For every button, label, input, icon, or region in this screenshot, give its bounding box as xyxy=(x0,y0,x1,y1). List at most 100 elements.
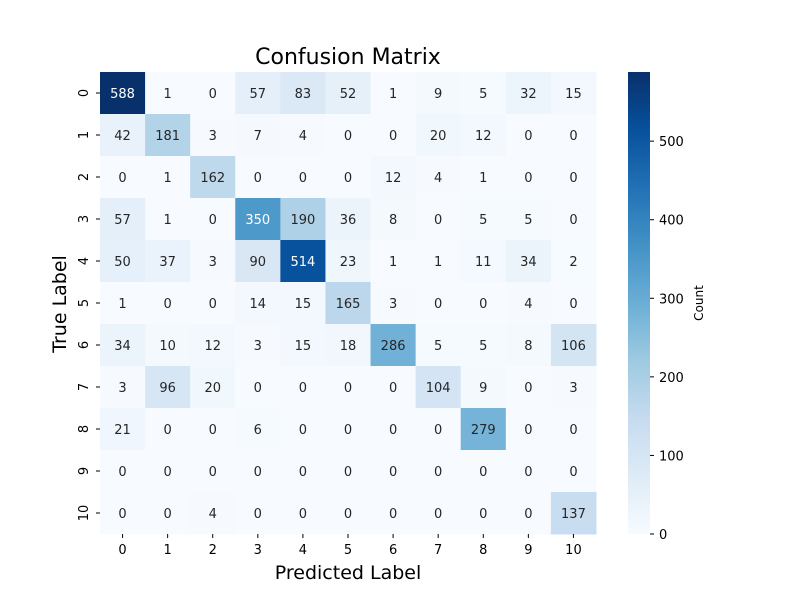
heatmap-cell xyxy=(505,72,552,115)
cell-value-label: 15 xyxy=(295,297,312,312)
heatmap-cell xyxy=(190,282,236,325)
heatmap-cell xyxy=(235,156,281,199)
cell-value-label: 42 xyxy=(114,129,131,144)
cell-value-label: 0 xyxy=(434,213,442,228)
heatmap-cell xyxy=(100,114,146,157)
heatmap-cell xyxy=(415,366,462,409)
cell-value-label: 96 xyxy=(159,381,176,396)
heatmap-cell xyxy=(505,114,552,157)
heatmap-cell xyxy=(190,114,236,157)
cell-value-label: 4 xyxy=(299,129,307,144)
heatmap-cell xyxy=(370,492,417,535)
x-tick-label: 2 xyxy=(209,543,217,558)
cell-value-label: 0 xyxy=(299,171,307,186)
cell-value-label: 20 xyxy=(204,381,221,396)
cell-value-label: 0 xyxy=(569,297,577,312)
cell-value-label: 9 xyxy=(434,87,442,102)
heatmap-cell xyxy=(505,492,552,535)
cell-value-label: 57 xyxy=(250,87,267,102)
heatmap-cell xyxy=(325,408,372,451)
heatmap-cell xyxy=(505,282,552,325)
heatmap-cell xyxy=(370,72,417,115)
heatmap-cell xyxy=(415,114,462,157)
heatmap-cell xyxy=(415,408,462,451)
heatmap-cell xyxy=(100,240,146,283)
heatmap-cell xyxy=(415,198,462,241)
cell-value-label: 3 xyxy=(209,255,217,270)
heatmap-cell xyxy=(235,450,281,493)
x-axis-label: Predicted Label xyxy=(275,562,422,584)
heatmap-cell xyxy=(550,324,597,367)
heatmap-cell xyxy=(100,366,146,409)
cell-value-label: 0 xyxy=(344,465,352,480)
cell-value-label: 50 xyxy=(114,255,131,270)
heatmap-cell xyxy=(505,366,552,409)
cell-value-label: 0 xyxy=(569,423,577,438)
cell-value-label: 0 xyxy=(254,171,262,186)
heatmap-cell xyxy=(190,450,236,493)
heatmap-cell xyxy=(325,450,372,493)
heatmap-cell xyxy=(325,198,372,241)
y-axis: 0 1 2 3 4 5 6 7 8 9 10 xyxy=(77,89,100,521)
cell-value-label: 1 xyxy=(163,213,171,228)
heatmap-cell xyxy=(460,366,507,409)
heatmap-cell xyxy=(100,408,146,451)
cell-value-label: 137 xyxy=(561,507,586,522)
heatmap-cell xyxy=(190,240,236,283)
cell-value-label: 0 xyxy=(569,129,577,144)
heatmap-cell xyxy=(145,156,191,199)
cell-value-label: 32 xyxy=(520,87,537,102)
heatmap-cell xyxy=(190,156,236,199)
heatmap-cell xyxy=(235,198,281,241)
heatmap-cell xyxy=(415,450,462,493)
heatmap-cell xyxy=(370,240,417,283)
x-tick-label: 4 xyxy=(299,543,307,558)
y-tick-label: 10 xyxy=(77,505,92,522)
heatmap-cell xyxy=(235,366,281,409)
heatmap-cell xyxy=(460,492,507,535)
heatmap-cell xyxy=(235,492,281,535)
cell-value-label: 7 xyxy=(254,129,262,144)
cell-value-label: 279 xyxy=(471,423,496,438)
cell-value-label: 0 xyxy=(524,423,532,438)
heatmap-cell xyxy=(280,240,326,283)
cell-value-label: 181 xyxy=(155,129,180,144)
heatmap-cell xyxy=(460,114,507,157)
heatmap-cell xyxy=(415,282,462,325)
heatmap-cell xyxy=(145,366,191,409)
colorbar-tick-label: 100 xyxy=(659,449,684,464)
cell-value-label: 190 xyxy=(290,213,315,228)
heatmap-cell xyxy=(235,240,281,283)
heatmap-cell xyxy=(550,408,597,451)
cell-value-label: 0 xyxy=(209,465,217,480)
cell-value-label: 0 xyxy=(389,381,397,396)
cell-value-label: 4 xyxy=(434,171,442,186)
heatmap-cell xyxy=(370,324,417,367)
cell-value-label: 2 xyxy=(569,255,577,270)
heatmap-cell xyxy=(145,492,191,535)
heatmap-cell xyxy=(145,282,191,325)
heatmap-cell xyxy=(325,282,372,325)
heatmap-cell xyxy=(460,72,507,115)
cell-value-label: 1 xyxy=(434,255,442,270)
cell-value-label: 0 xyxy=(118,465,126,480)
cell-value-label: 12 xyxy=(475,129,492,144)
cell-value-label: 20 xyxy=(430,129,447,144)
heatmap-cell xyxy=(505,198,552,241)
heatmap-cell xyxy=(415,72,462,115)
cell-value-label: 11 xyxy=(475,255,492,270)
heatmap-cell xyxy=(505,408,552,451)
cell-value-label: 0 xyxy=(344,423,352,438)
cell-value-label: 106 xyxy=(561,339,586,354)
y-tick-label: 4 xyxy=(77,257,92,265)
cell-value-label: 5 xyxy=(479,213,487,228)
cell-value-label: 0 xyxy=(524,171,532,186)
cell-value-label: 0 xyxy=(479,297,487,312)
cell-value-label: 0 xyxy=(569,171,577,186)
y-tick-label: 2 xyxy=(77,173,92,181)
cell-value-label: 0 xyxy=(299,507,307,522)
heatmap-cell xyxy=(190,366,236,409)
y-tick-label: 7 xyxy=(77,383,92,391)
